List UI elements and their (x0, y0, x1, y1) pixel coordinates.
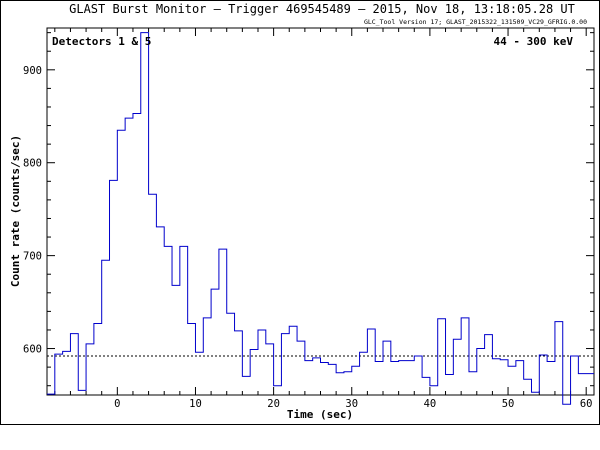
y-tick-label: 600 (23, 344, 42, 356)
x-tick-label: 30 (345, 398, 358, 410)
axis-ticks (47, 28, 594, 395)
energy-range-label: 44 - 300 keV (494, 35, 574, 48)
x-tick-label: 0 (114, 398, 120, 410)
x-tick-label: 60 (580, 398, 593, 410)
y-tick-label: 800 (23, 158, 42, 170)
x-tick-label: 10 (189, 398, 202, 410)
chart-title: GLAST Burst Monitor – Trigger 469545489 … (69, 2, 575, 16)
x-tick-labels: 0 10 20 30 40 50 60 (114, 398, 592, 410)
y-axis-label: Count rate (counts/sec) (9, 135, 22, 287)
plot-area (46, 27, 595, 396)
x-tick-label: 40 (424, 398, 437, 410)
y-tick-labels: 600 700 800 900 (23, 65, 42, 356)
y-tick-label: 900 (23, 65, 42, 77)
y-tick-label: 700 (23, 251, 42, 263)
x-tick-label: 50 (502, 398, 515, 410)
chart-frame (0, 0, 600, 425)
x-tick-label: 20 (267, 398, 280, 410)
x-axis-label: Time (sec) (287, 408, 353, 421)
chart-subtitle: GLC_Tool Version 17; GLAST_2015322_13150… (364, 18, 587, 26)
detectors-label: Detectors 1 & 5 (52, 35, 151, 48)
lightcurve-step-line (47, 32, 594, 405)
